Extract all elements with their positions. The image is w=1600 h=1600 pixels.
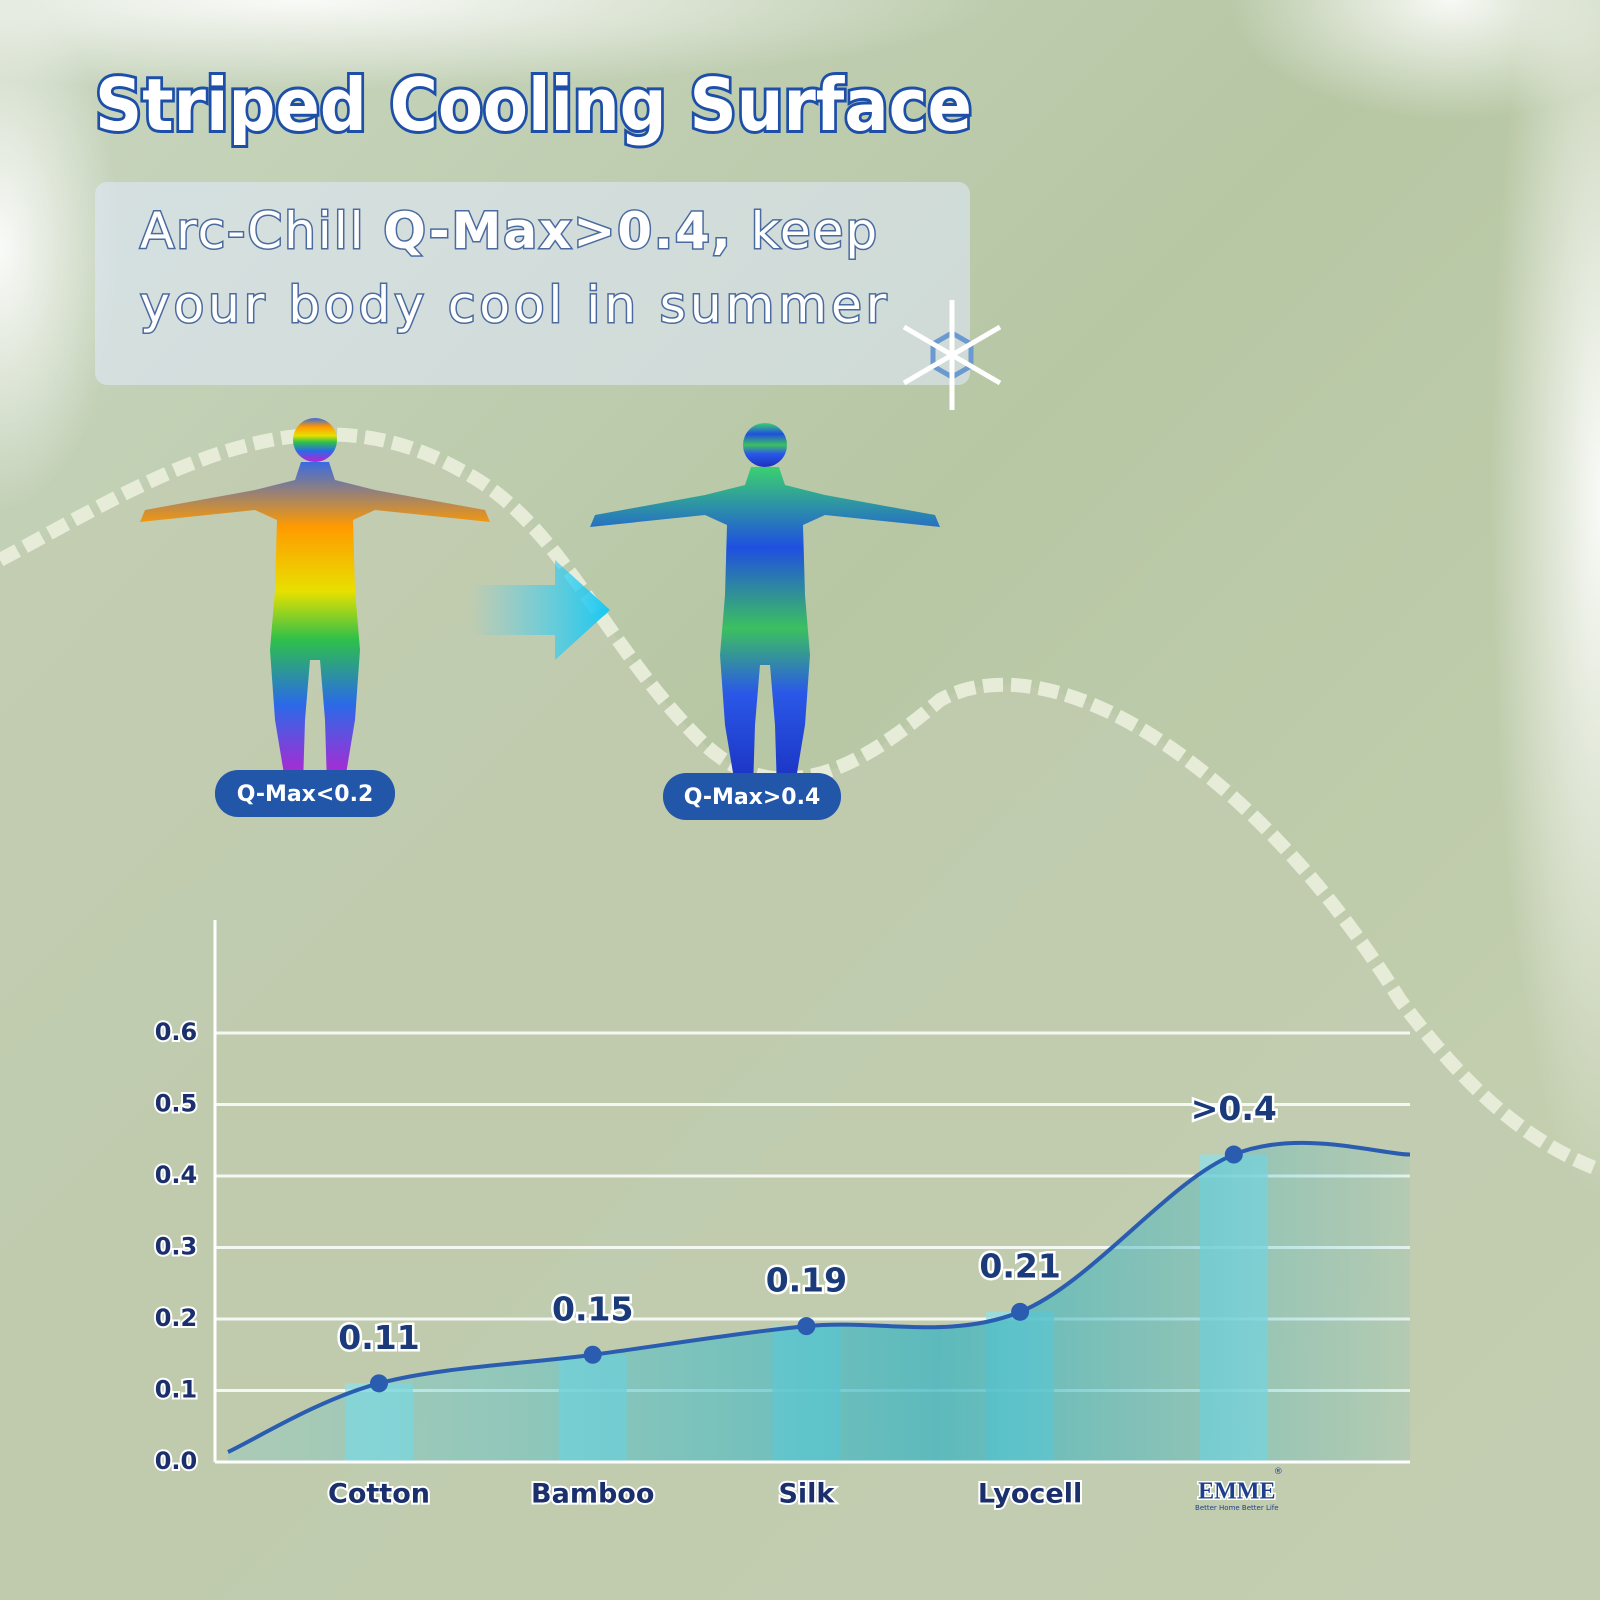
x-tick-label: Lyocell	[978, 1479, 1082, 1510]
brand-logo: EMME	[1198, 1479, 1275, 1505]
frost	[1230, 0, 1600, 120]
brand-mark: ®	[1274, 1467, 1283, 1477]
data-label: 0.11	[338, 1318, 419, 1357]
x-tick-label: Bamboo	[531, 1479, 654, 1510]
data-point	[1224, 1145, 1243, 1164]
subheadline-emphasis: Q-Max>0.4,	[383, 202, 732, 260]
data-label: 0.19	[766, 1261, 847, 1300]
frost	[0, 0, 1000, 90]
badge-label: Q-Max<0.2	[237, 782, 374, 807]
y-tick-label: 0.1	[155, 1376, 198, 1404]
headline: Striped Cooling Surface	[95, 63, 972, 147]
frost	[1490, 0, 1600, 1200]
y-tick-label: 0.3	[155, 1233, 198, 1261]
data-point	[583, 1345, 602, 1364]
badge	[663, 773, 841, 820]
y-tick-label: 0.2	[155, 1304, 198, 1332]
data-label: >0.4	[1191, 1089, 1277, 1128]
frost	[0, 0, 120, 510]
chart: 0.0 0.1 0.2 0.3 0.4 0.5 0.6 0.11 Cotton 0.15 Bambo…	[153, 920, 1411, 1512]
data-point	[370, 1374, 388, 1393]
area-fill	[228, 1142, 1410, 1462]
snowflake-icon	[902, 300, 1002, 410]
y-tick-label: 0.4	[155, 1161, 198, 1189]
x-tick-label: Silk	[778, 1479, 835, 1510]
data-point	[797, 1317, 816, 1336]
curve-tail	[1233, 1140, 1411, 1157]
badge-label: Q-Max>0.4	[684, 785, 821, 810]
x-tick-label: Cotton	[328, 1479, 430, 1510]
data-point	[1011, 1302, 1030, 1321]
subheadline-line: Arc-Chill Q-Max>0.4, keep	[140, 202, 879, 260]
data-label: 0.21	[979, 1246, 1060, 1285]
subheadline-text: Arc-Chill	[140, 202, 365, 260]
data-label: 0.15	[552, 1289, 633, 1328]
y-tick-label: 0.0	[155, 1447, 198, 1475]
y-tick-label: 0.6	[155, 1018, 198, 1046]
curve-lead	[227, 1381, 380, 1454]
arrow-icon	[470, 560, 610, 660]
y-tick-label: 0.5	[155, 1090, 198, 1118]
brand-tagline: Better Home Better Life	[1195, 1504, 1279, 1512]
badge	[215, 770, 395, 817]
subheadline-text: keep	[751, 202, 879, 260]
subheadline-box	[95, 182, 970, 385]
subheadline-text: your body cool in summer	[140, 276, 890, 334]
